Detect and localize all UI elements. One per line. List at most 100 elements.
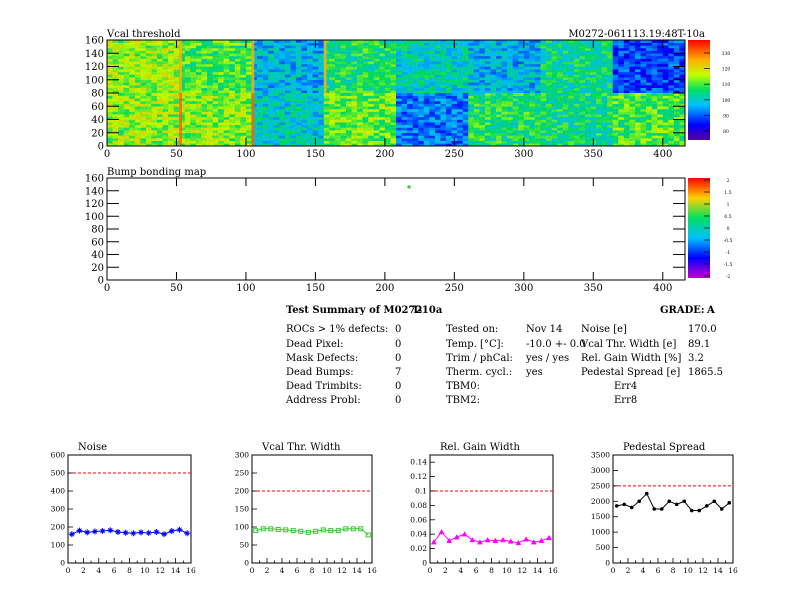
noise-value: 170.0 [688,324,717,335]
x-tick-label: 14 [713,566,723,575]
y-tick-label: 2500 [591,481,610,490]
y-tick-label: 0.02 [410,544,427,553]
y-tick-label: 3000 [591,466,610,475]
x-tick-label: 300 [514,149,533,160]
y-tick-label: 80 [91,225,104,236]
y-tick-label: 100 [235,523,250,532]
data-point [500,536,506,543]
y-tick-label: 0 [244,559,249,568]
chart-title: Noise [78,442,107,453]
data-point [719,507,724,511]
x-tick-label: 6 [656,566,661,575]
dead-pixel-label: Dead Pixel: [286,339,344,350]
summary-title: Test Summary of M0272 [286,305,423,316]
trim-value: yes / yes [526,353,570,364]
y-tick-label: 3500 [591,451,610,460]
x-tick-label: 0 [104,149,110,160]
chart-frame [251,454,373,564]
data-point [130,530,137,537]
data-point [689,508,694,513]
chart-frame [429,454,554,564]
y-tick-label: 50 [239,541,249,550]
dead-bumps-value: 7 [395,367,402,378]
roc-edge-column [251,40,255,93]
data-point [644,491,649,496]
vcal-width-label: Vcal Thr. Width [e] [581,339,677,350]
y-tick-label: 400 [51,487,66,496]
palette-tick-label: 80 [723,129,729,135]
series-line [255,528,369,536]
gain-width-value: 3.2 [688,353,704,364]
tbm2-value: Err8 [614,395,638,406]
x-tick-label: 16 [728,566,738,575]
y-tick-label: 0 [98,276,104,287]
data-point [290,528,296,534]
x-tick-label: 8 [671,566,676,575]
x-tick-label: 16 [186,566,196,575]
x-tick-label: 8 [489,566,494,575]
y-tick-label: 2000 [591,497,610,506]
data-point [492,537,499,543]
x-tick-label: 100 [236,149,255,160]
vcal-map-texture [107,40,685,146]
dead-pixel-value: 0 [395,339,402,350]
palette-tick-label: 90 [723,113,729,119]
x-tick-label: 12 [517,566,527,575]
data-point [99,527,106,534]
y-tick-label: 60 [91,237,104,248]
therm-cycl-value: yes [526,367,543,378]
x-tick-label: 2 [81,566,86,575]
vcal-palette-ticks: 130 120 110 100 90 80 [704,51,730,135]
x-tick-label: 4 [458,566,463,575]
dead-trimbits-value: 0 [395,381,402,392]
grade-value: A [707,305,715,316]
rocs-defects-value: 0 [395,324,402,335]
x-tick-label: 14 [171,566,181,575]
x-tick-label: 4 [96,566,101,575]
dead-bump-point [407,185,411,189]
x-tick-label: 4 [641,566,646,575]
data-point [138,529,145,536]
x-tick-label: 50 [170,283,183,294]
x-tick-label: 50 [170,149,183,160]
mask-defects-label: Mask Defects: [286,353,359,364]
data-point [477,539,483,545]
gain-width-chart: Rel. Gain Width 0 2 4 6 8 10 12 14 16 0 0.02 0.04 0.0… [410,442,558,575]
x-tick-label: 10 [140,566,150,575]
palette-tick-label: -0.5 [724,238,733,244]
data-point [523,536,530,542]
data-point [275,527,281,533]
data-point [76,527,83,534]
y-tick-label: 250 [235,469,250,478]
trim-label: Trim / phCal: [446,353,513,364]
x-tick-label: 300 [514,283,533,294]
y-tick-label: 160 [85,174,104,185]
x-tick-label: 0 [104,283,110,294]
y-tick-label: 150 [235,505,250,514]
tested-on-value: Nov 14 [526,324,563,335]
roc-edge-column [323,40,327,93]
vcal-width-chart: Vcal Thr. Width 0 2 4 6 8 10 12 14 16 0 50 100 150 200… [235,442,377,575]
y-tick-label: 40 [91,115,104,126]
palette-tick-label: 0 [727,226,730,232]
pedestal-spread-value: 1865.5 [688,367,723,378]
x-tick-label: 6 [295,566,300,575]
data-point [184,530,191,537]
roc-edge-column [251,93,255,146]
chart-title: Pedestal Spread [623,442,706,453]
roc-edge-column [179,93,183,146]
data-point [446,537,453,543]
data-point [469,536,476,543]
address-probl-value: 0 [395,395,402,406]
tbm2-label: TBM2: [446,395,480,406]
x-tick-label: 16 [548,566,558,575]
y-tick-label: 0 [60,559,65,568]
noise-chart: Noise 0 2 4 6 8 10 12 14 16 0 100 200 300 400 500 600 [51,442,196,575]
palette-tick-label: 1.5 [724,190,731,196]
palette-tick-label: 110 [722,82,731,88]
data-point [168,527,175,534]
data-point [107,527,114,534]
data-point [461,531,468,537]
x-tick-label: 2 [443,566,448,575]
